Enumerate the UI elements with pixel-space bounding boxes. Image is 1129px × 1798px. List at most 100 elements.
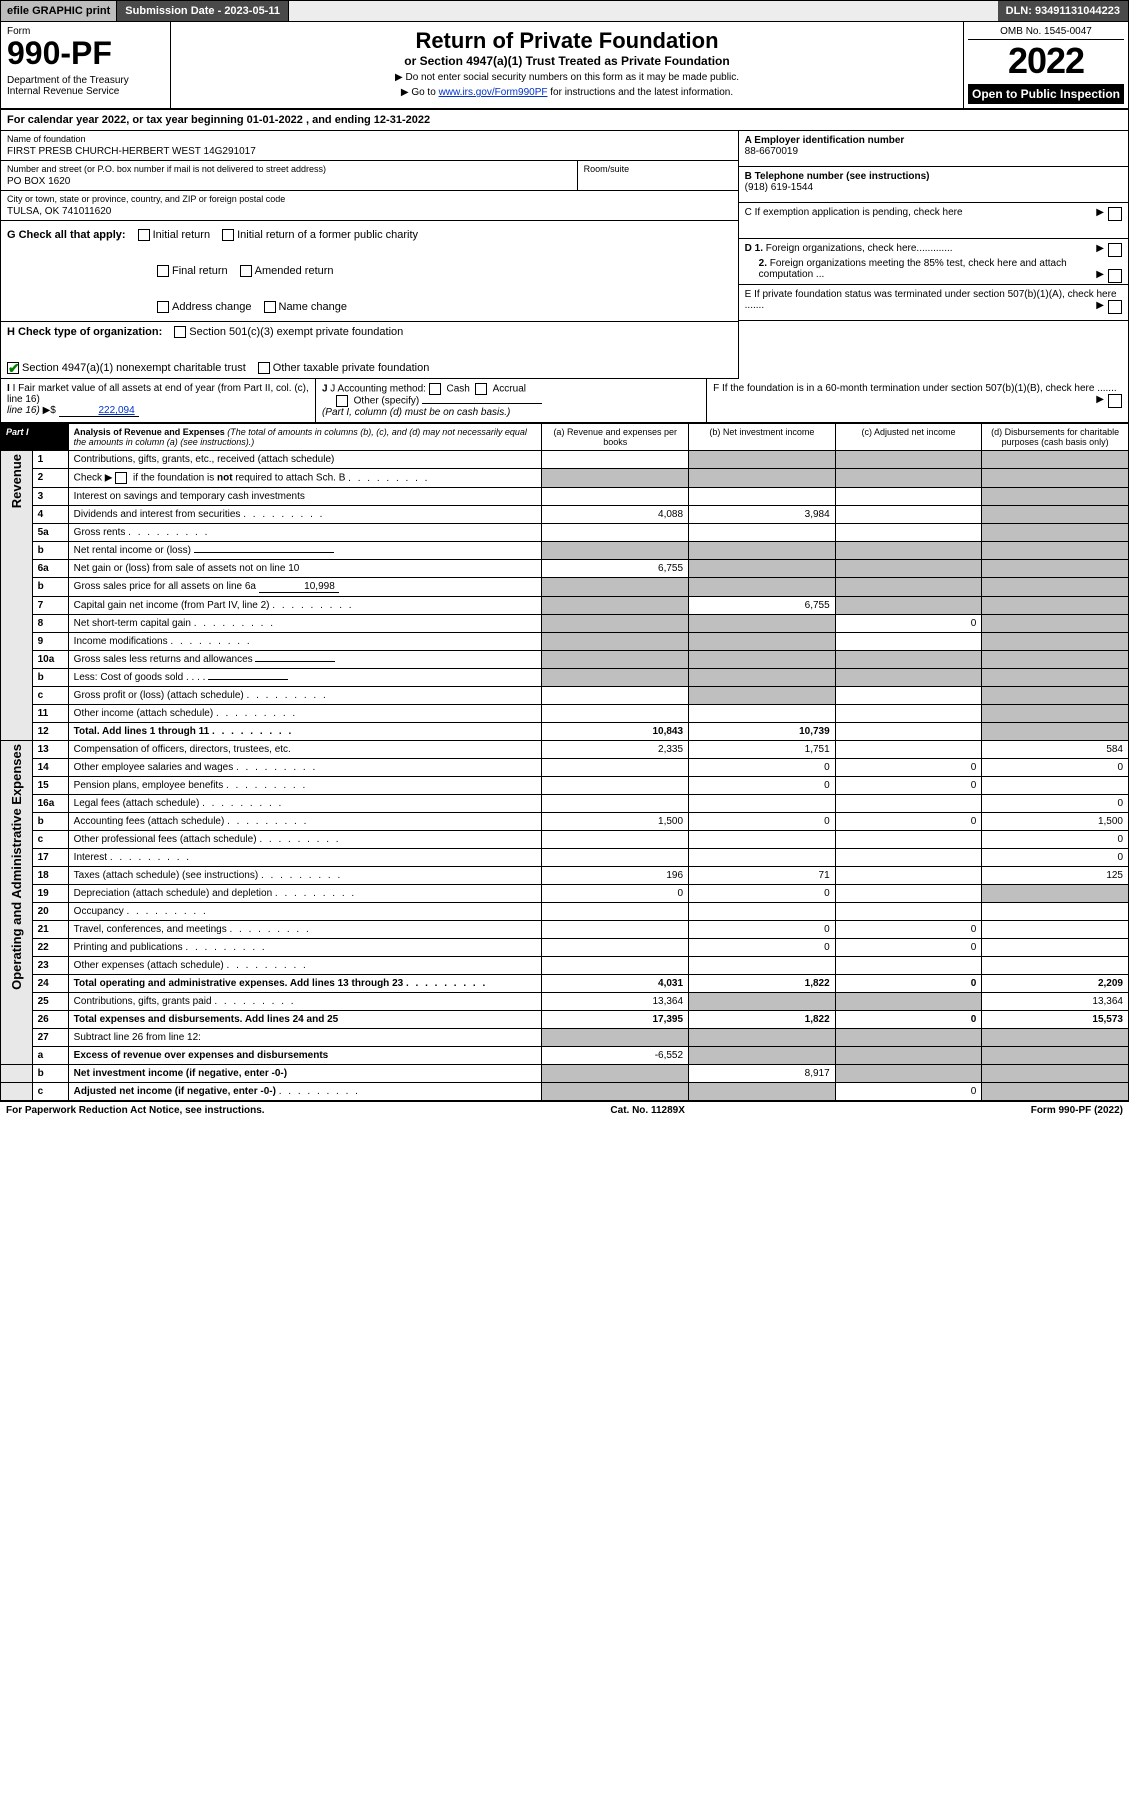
row-15: Pension plans, employee benefits — [68, 777, 542, 795]
cb-other-method[interactable] — [336, 395, 348, 407]
inst-2-post: for instructions and the latest informat… — [547, 87, 733, 98]
cb-schb[interactable] — [115, 472, 127, 484]
j-label: J Accounting method: — [330, 384, 426, 395]
row-17: Interest — [68, 849, 542, 867]
val-13d: 584 — [982, 741, 1129, 759]
row-24: Total operating and administrative expen… — [68, 975, 542, 993]
cb-final[interactable] — [157, 265, 169, 277]
fmv-value[interactable]: 222,094 — [59, 405, 139, 417]
opt-other-tax: Other taxable private foundation — [273, 362, 430, 374]
cb-addr-change[interactable] — [157, 301, 169, 313]
val-6a: 6,755 — [542, 560, 689, 578]
row-22: Printing and publications — [68, 939, 542, 957]
foundation-name-label: Name of foundation — [7, 134, 732, 144]
row-13: Compensation of officers, directors, tru… — [68, 741, 542, 759]
h-section: H Check type of organization: Section 50… — [1, 322, 738, 379]
row-11: Other income (attach schedule) — [68, 705, 542, 723]
cb-exemption[interactable] — [1108, 207, 1122, 221]
ein-label: A Employer identification number — [745, 135, 1122, 146]
foundation-name: FIRST PRESB CHURCH-HERBERT WEST 14G29101… — [7, 146, 732, 157]
cb-amended[interactable] — [240, 265, 252, 277]
dln-label: DLN: 93491131044223 — [998, 1, 1128, 21]
row-20: Occupancy — [68, 903, 542, 921]
row-4: Dividends and interest from securities — [68, 506, 542, 524]
d2-label: Foreign organizations meeting the 85% te… — [759, 258, 1067, 280]
val-24b: 1,822 — [689, 975, 836, 993]
row-3: Interest on savings and temporary cash i… — [68, 488, 542, 506]
val-26c: 0 — [835, 1011, 982, 1029]
e-label: E If private foundation status was termi… — [745, 289, 1117, 311]
g-section: G Check all that apply: Initial return I… — [1, 221, 738, 322]
row-10b: Less: Cost of goods sold . . . . — [68, 669, 542, 687]
val-14b: 0 — [689, 759, 836, 777]
val-15c: 0 — [835, 777, 982, 795]
val-24c: 0 — [835, 975, 982, 993]
col-a-header: (a) Revenue and expenses per books — [542, 424, 689, 451]
val-4b: 3,984 — [689, 506, 836, 524]
expenses-side-label: Operating and Administrative Expenses — [9, 744, 24, 990]
row-16a: Legal fees (attach schedule) — [68, 795, 542, 813]
calendar-year-row: For calendar year 2022, or tax year begi… — [0, 110, 1129, 131]
submission-date: Submission Date - 2023-05-11 — [117, 1, 289, 21]
cb-501c3[interactable] — [174, 326, 186, 338]
val-12a: 10,843 — [542, 723, 689, 741]
ein-value: 88-6670019 — [745, 146, 1122, 157]
cb-initial-former[interactable] — [222, 229, 234, 241]
cb-4947[interactable] — [7, 362, 19, 374]
top-bar: efile GRAPHIC print Submission Date - 20… — [0, 0, 1129, 22]
row-7: Capital gain net income (from Part IV, l… — [68, 597, 542, 615]
opt-initial: Initial return — [153, 229, 210, 241]
cb-f[interactable] — [1108, 394, 1122, 408]
arrow-icon: ▶ — [1096, 269, 1104, 280]
cb-accrual[interactable] — [475, 383, 487, 395]
phone-value: (918) 619-1544 — [745, 182, 1122, 193]
footer-right: Form 990-PF (2022) — [1031, 1105, 1123, 1116]
row-26: Total expenses and disbursements. Add li… — [68, 1011, 542, 1029]
part1-title-cell: Analysis of Revenue and Expenses (The to… — [68, 424, 542, 451]
f-label: F If the foundation is in a 60-month ter… — [713, 383, 1117, 394]
val-27c: 0 — [835, 1083, 982, 1101]
form-header: Form 990-PF Department of the Treasury I… — [0, 22, 1129, 110]
omb-number: OMB No. 1545-0047 — [968, 26, 1124, 40]
arrow-icon: ▶ — [1096, 300, 1104, 311]
val-17d: 0 — [982, 849, 1129, 867]
irs-link[interactable]: www.irs.gov/Form990PF — [439, 87, 548, 98]
inst-1: ▶ Do not enter social security numbers o… — [177, 72, 957, 83]
col-c-header: (c) Adjusted net income — [835, 424, 982, 451]
val-8c: 0 — [835, 615, 982, 633]
page-footer: For Paperwork Reduction Act Notice, see … — [0, 1101, 1129, 1119]
val-14d: 0 — [982, 759, 1129, 777]
g-label: G Check all that apply: — [7, 229, 126, 241]
val-25d: 13,364 — [982, 993, 1129, 1011]
cb-d1[interactable] — [1108, 243, 1122, 257]
footer-mid: Cat. No. 11289X — [610, 1105, 684, 1116]
val-22c: 0 — [835, 939, 982, 957]
row-18: Taxes (attach schedule) (see instruction… — [68, 867, 542, 885]
val-6b-sales: 10,998 — [259, 581, 339, 593]
val-13a: 2,335 — [542, 741, 689, 759]
part1-title-bold: Analysis of Revenue and Expenses — [74, 427, 225, 437]
cb-e[interactable] — [1108, 300, 1122, 314]
cb-initial-return[interactable] — [138, 229, 150, 241]
cb-cash[interactable] — [429, 383, 441, 395]
opt-final: Final return — [172, 265, 228, 277]
cb-d2[interactable] — [1108, 269, 1122, 283]
val-16ba: 1,500 — [542, 813, 689, 831]
form-subtitle: or Section 4947(a)(1) Trust Treated as P… — [177, 54, 957, 68]
j-note: (Part I, column (d) must be on cash basi… — [322, 407, 510, 418]
val-19b: 0 — [689, 885, 836, 903]
cb-other-tax[interactable] — [258, 362, 270, 374]
val-24a: 4,031 — [542, 975, 689, 993]
val-19a: 0 — [542, 885, 689, 903]
row-16b: Accounting fees (attach schedule) — [68, 813, 542, 831]
row-5b: Net rental income or (loss) — [68, 542, 542, 560]
val-4a: 4,088 — [542, 506, 689, 524]
cb-name-change[interactable] — [264, 301, 276, 313]
row-10a: Gross sales less returns and allowances — [68, 651, 542, 669]
row-6a: Net gain or (loss) from sale of assets n… — [68, 560, 542, 578]
city-label: City or town, state or province, country… — [7, 194, 732, 204]
i-label: I Fair market value of all assets at end… — [7, 383, 309, 405]
val-27a: -6,552 — [542, 1047, 689, 1065]
efile-badge[interactable]: efile GRAPHIC print — [1, 1, 117, 21]
row-27a: Excess of revenue over expenses and disb… — [68, 1047, 542, 1065]
